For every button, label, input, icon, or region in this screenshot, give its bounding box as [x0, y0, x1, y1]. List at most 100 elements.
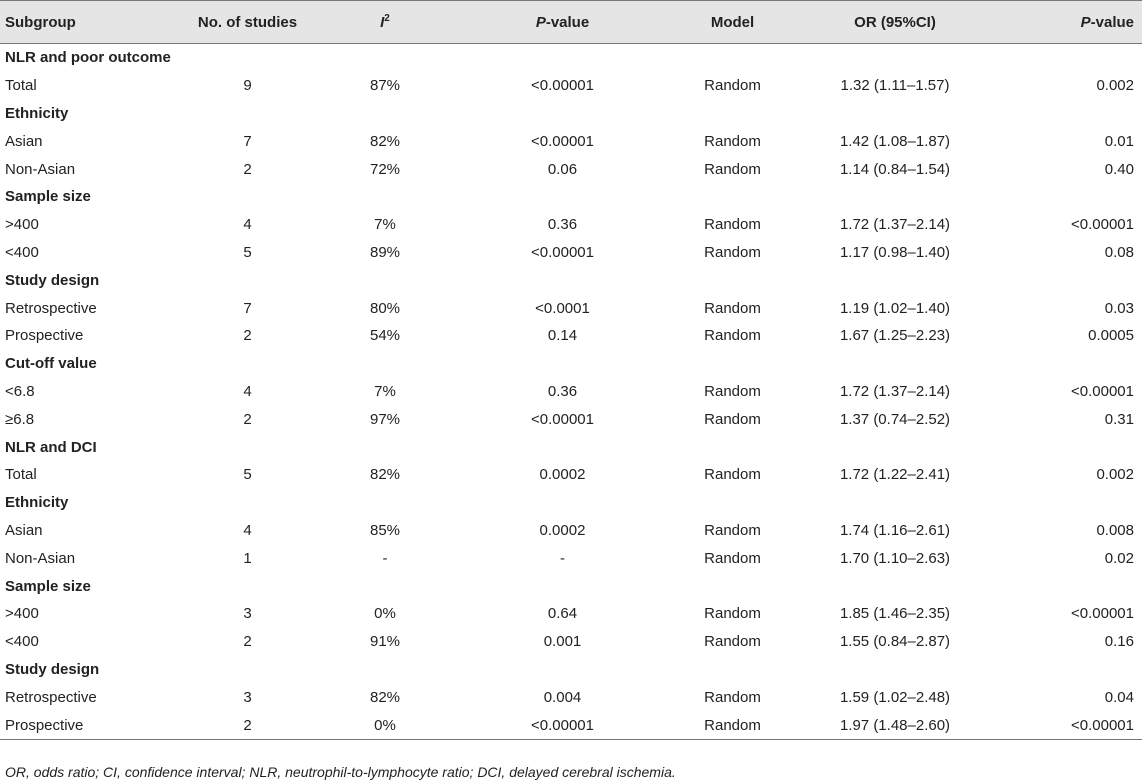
cell-p-value-2: <0.00001 — [1071, 216, 1134, 234]
section-label: Ethnicity — [5, 494, 69, 512]
cell-i2: 0% — [374, 605, 396, 623]
section-row: NLR and DCI — [0, 433, 1142, 461]
cell-p-value-2: 0.008 — [1096, 521, 1134, 539]
cell-p-value: <0.00001 — [531, 77, 594, 95]
cell-subgroup: <400 — [5, 243, 39, 261]
cell-odds-ratio: 1.42 (1.08–1.87) — [839, 132, 951, 150]
cell-subgroup: Asian — [5, 132, 43, 150]
section-label: Ethnicity — [5, 104, 69, 122]
cell-model: Random — [704, 299, 761, 317]
cell-n-studies: 2 — [243, 160, 252, 178]
cell-odds-ratio: 1.72 (1.37–2.14) — [839, 382, 951, 400]
cell-odds-ratio: 1.97 (1.48–2.60) — [790, 711, 1000, 740]
cell-i2: 97% — [369, 410, 401, 428]
table-row: Retrospective 3 82% 0.004 Random 1.59 (1.02–2… — [0, 683, 1142, 711]
cell-odds-ratio: 1.14 (0.84–1.54) — [839, 160, 951, 178]
cell-subgroup: >400 — [5, 216, 39, 234]
section-label: Study design — [5, 660, 100, 678]
cell-odds-ratio: 1.55 (0.84–2.87) — [839, 633, 951, 651]
cell-p-value: <0.0001 — [535, 299, 590, 317]
cell-odds-ratio: 1.85 (1.46–2.35) — [839, 605, 951, 623]
cell-subgroup: Retrospective — [5, 299, 97, 317]
cell-p-value-2: 0.04 — [1104, 688, 1134, 706]
section-row: Cut-off value — [0, 350, 1142, 378]
cell-p-value-2: 0.03 — [1104, 299, 1134, 317]
table-row: Prospective 2 0% <0.00001 Random 1.97 (1.48–2… — [0, 711, 1142, 740]
cell-model: Random — [704, 633, 761, 651]
cell-subgroup: ≥6.8 — [5, 410, 35, 428]
cell-model: Random — [704, 466, 761, 484]
table-row: >400 4 7% 0.36 Random 1.72 (1.37–2.14) <0.0000… — [0, 211, 1142, 239]
cell-p-value: - — [560, 549, 565, 567]
cell-i2: 0% — [320, 711, 450, 740]
cell-p-value-2: 0.002 — [1096, 77, 1134, 95]
header-p-value-2: P-value — [1000, 0, 1142, 44]
cell-n-studies: 2 — [243, 410, 252, 428]
section-label: Study design — [5, 271, 100, 289]
section-label: NLR and poor outcome — [5, 49, 171, 67]
cell-n-studies: 5 — [243, 243, 252, 261]
cell-odds-ratio: 1.74 (1.16–2.61) — [839, 521, 951, 539]
cell-n-studies: 7 — [243, 299, 252, 317]
cell-p-value-2: 0.01 — [1104, 132, 1134, 150]
cell-i2: 91% — [369, 633, 401, 651]
header-model: Model — [675, 0, 790, 44]
header-subgroup: Subgroup — [0, 0, 175, 44]
cell-model: Random — [704, 216, 761, 234]
cell-i2: 89% — [369, 243, 401, 261]
section-row: Ethnicity — [0, 489, 1142, 517]
cell-odds-ratio: 1.70 (1.10–2.63) — [839, 549, 951, 567]
cell-n-studies: 4 — [243, 382, 252, 400]
cell-p-value-2: 0.02 — [1104, 549, 1134, 567]
cell-odds-ratio: 1.72 (1.22–2.41) — [839, 466, 951, 484]
table-row: <400 2 91% 0.001 Random 1.55 (0.84–2.87) 0.16 — [0, 628, 1142, 656]
cell-i2: 82% — [369, 688, 401, 706]
cell-p-value: 0.64 — [547, 605, 578, 623]
cell-p-value-2: 0.16 — [1104, 633, 1134, 651]
table-row: ≥6.8 2 97% <0.00001 Random 1.37 (0.74–2.52) 0.… — [0, 405, 1142, 433]
section-row: Sample size — [0, 183, 1142, 211]
subgroup-analysis-table: Subgroup No. of studies I2 P-value Model… — [0, 0, 1142, 740]
cell-p-value-2: <0.00001 — [1071, 382, 1134, 400]
section-label: Sample size — [5, 188, 91, 206]
cell-p-value: <0.00001 — [450, 711, 675, 740]
cell-p-value: 0.004 — [543, 688, 582, 706]
cell-n-studies: 4 — [243, 521, 252, 539]
cell-p-value-2: <0.00001 — [1071, 605, 1134, 623]
cell-p-value: 0.36 — [547, 216, 578, 234]
table-row: <6.8 4 7% 0.36 Random 1.72 (1.37–2.14) <0.0000… — [0, 378, 1142, 406]
cell-i2: - — [382, 549, 388, 567]
cell-n-studies: 2 — [243, 327, 252, 345]
cell-subgroup: >400 — [5, 605, 39, 623]
cell-n-studies: 4 — [243, 216, 252, 234]
cell-i2: 87% — [369, 77, 401, 95]
cell-subgroup: Prospective — [0, 711, 175, 740]
cell-odds-ratio: 1.19 (1.02–1.40) — [839, 299, 951, 317]
table-row: Total 9 87% <0.00001 Random 1.32 (1.11–1.57) 0… — [0, 72, 1142, 100]
section-row: Sample size — [0, 572, 1142, 600]
cell-model: Random — [704, 77, 761, 95]
section-row: Study design — [0, 656, 1142, 684]
cell-p-value: <0.00001 — [531, 410, 594, 428]
cell-model: Random — [704, 521, 761, 539]
cell-p-value: <0.00001 — [531, 132, 594, 150]
cell-i2: 54% — [369, 327, 401, 345]
cell-p-value: 0.36 — [547, 382, 578, 400]
cell-i2: 85% — [369, 521, 401, 539]
cell-p-value: 0.0002 — [539, 466, 586, 484]
section-label: NLR and DCI — [5, 438, 97, 456]
cell-i2: 72% — [369, 160, 401, 178]
cell-p-value: 0.14 — [547, 327, 578, 345]
header-row: Subgroup No. of studies I2 P-value Model… — [0, 0, 1142, 44]
cell-subgroup: Non-Asian — [5, 549, 76, 567]
cell-model: Random — [704, 382, 761, 400]
cell-p-value-2: 0.31 — [1104, 410, 1134, 428]
header-number-of-studies: No. of studies — [175, 0, 320, 44]
cell-n-studies: 7 — [243, 132, 252, 150]
cell-n-studies: 9 — [243, 77, 252, 95]
cell-n-studies: 1 — [243, 549, 252, 567]
cell-p-value-2: 0.08 — [1104, 243, 1134, 261]
cell-n-studies: 2 — [243, 633, 252, 651]
header-p-value: P-value — [450, 0, 675, 44]
cell-subgroup: Retrospective — [5, 688, 97, 706]
